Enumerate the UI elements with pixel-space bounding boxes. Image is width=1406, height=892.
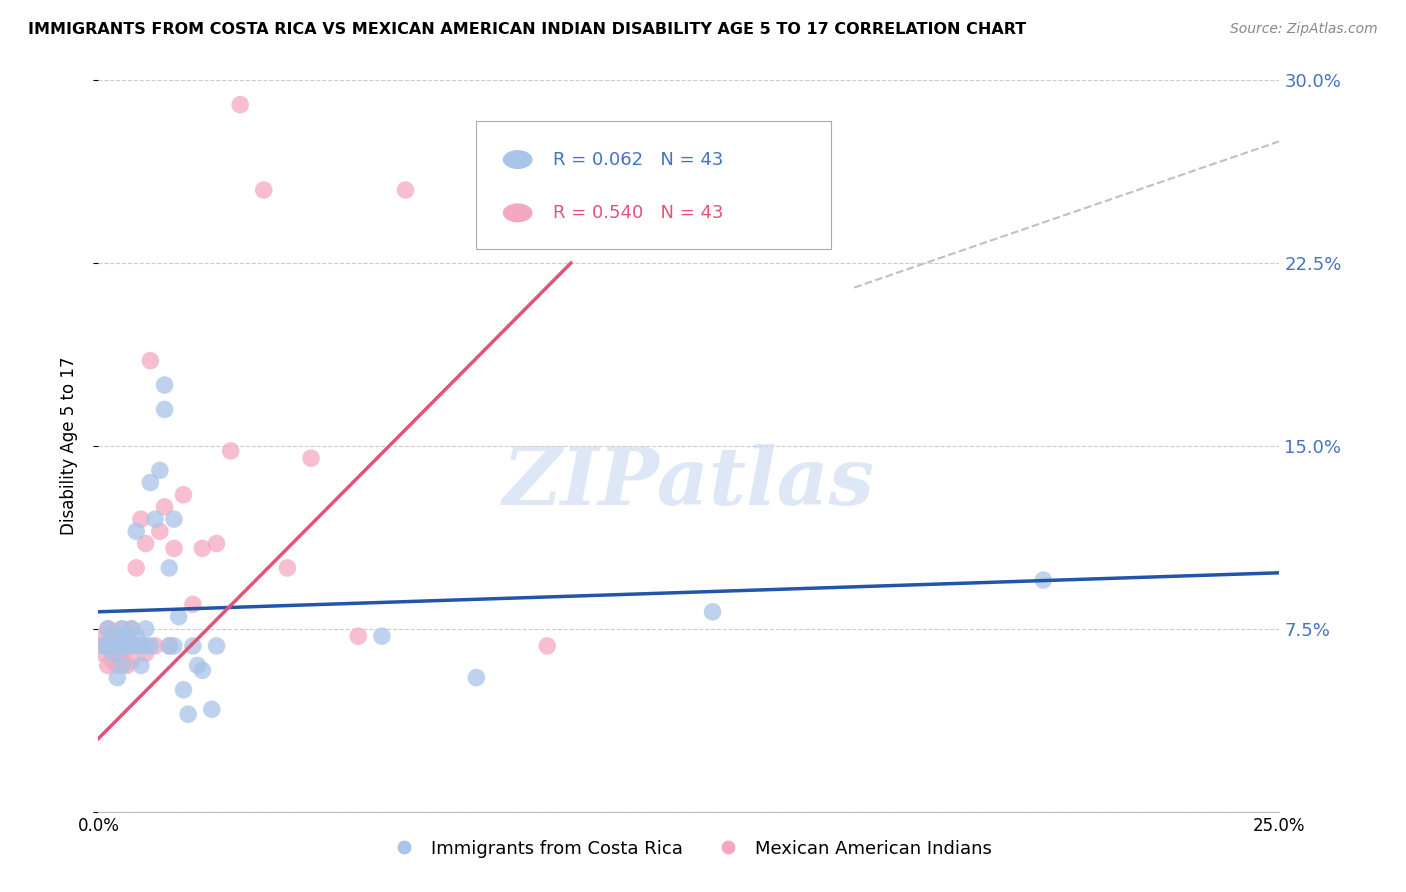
Point bbox=[121, 639, 143, 653]
Point bbox=[205, 639, 228, 653]
Point bbox=[105, 658, 128, 673]
Point bbox=[139, 475, 162, 490]
Point bbox=[97, 622, 120, 636]
Point bbox=[105, 671, 128, 685]
Point bbox=[101, 646, 124, 660]
Circle shape bbox=[503, 151, 531, 169]
Point bbox=[105, 646, 128, 660]
Point bbox=[101, 629, 124, 643]
Point bbox=[91, 639, 114, 653]
Text: Source: ZipAtlas.com: Source: ZipAtlas.com bbox=[1230, 22, 1378, 37]
Point bbox=[536, 639, 558, 653]
Y-axis label: Disability Age 5 to 17: Disability Age 5 to 17 bbox=[59, 357, 77, 535]
Point bbox=[105, 639, 128, 653]
Point bbox=[97, 622, 120, 636]
Point bbox=[125, 561, 148, 575]
Point bbox=[115, 629, 138, 643]
Point bbox=[153, 402, 176, 417]
Point bbox=[101, 654, 124, 668]
Point bbox=[153, 500, 176, 514]
Point bbox=[111, 639, 134, 653]
Point bbox=[129, 639, 152, 653]
Legend: Immigrants from Costa Rica, Mexican American Indians: Immigrants from Costa Rica, Mexican Amer… bbox=[378, 832, 1000, 865]
Point bbox=[163, 512, 186, 526]
Point bbox=[163, 541, 186, 556]
Point bbox=[167, 609, 190, 624]
Point bbox=[125, 629, 148, 643]
Point bbox=[135, 639, 157, 653]
Point bbox=[1032, 573, 1054, 587]
Point bbox=[153, 378, 176, 392]
Point bbox=[101, 639, 124, 653]
Point bbox=[347, 629, 370, 643]
Point bbox=[139, 639, 162, 653]
Point bbox=[143, 639, 166, 653]
Point bbox=[143, 512, 166, 526]
Text: R = 0.540   N = 43: R = 0.540 N = 43 bbox=[553, 204, 724, 222]
Point bbox=[121, 622, 143, 636]
Point bbox=[111, 639, 134, 653]
Point bbox=[201, 702, 224, 716]
Point bbox=[111, 646, 134, 660]
Point bbox=[276, 561, 298, 575]
Point bbox=[121, 622, 143, 636]
Point bbox=[125, 639, 148, 653]
Point bbox=[129, 658, 152, 673]
Point bbox=[299, 451, 322, 466]
Point bbox=[465, 671, 488, 685]
Point bbox=[172, 488, 194, 502]
Point bbox=[111, 622, 134, 636]
Point bbox=[129, 512, 152, 526]
Point bbox=[105, 629, 128, 643]
Point bbox=[205, 536, 228, 550]
Point bbox=[139, 353, 162, 368]
Circle shape bbox=[503, 204, 531, 221]
Point bbox=[157, 639, 180, 653]
Point bbox=[163, 639, 186, 653]
Point bbox=[187, 658, 209, 673]
Point bbox=[371, 629, 394, 643]
Text: R = 0.062   N = 43: R = 0.062 N = 43 bbox=[553, 151, 724, 169]
Point bbox=[111, 622, 134, 636]
Point bbox=[91, 646, 114, 660]
Point bbox=[91, 629, 114, 643]
Point bbox=[181, 639, 204, 653]
Point bbox=[135, 536, 157, 550]
Point bbox=[149, 524, 172, 539]
Point bbox=[125, 524, 148, 539]
Point bbox=[191, 541, 214, 556]
Point bbox=[253, 183, 276, 197]
FancyBboxPatch shape bbox=[477, 120, 831, 249]
Point bbox=[702, 605, 724, 619]
Text: IMMIGRANTS FROM COSTA RICA VS MEXICAN AMERICAN INDIAN DISABILITY AGE 5 TO 17 COR: IMMIGRANTS FROM COSTA RICA VS MEXICAN AM… bbox=[28, 22, 1026, 37]
Text: ZIPatlas: ZIPatlas bbox=[503, 444, 875, 521]
Point bbox=[97, 658, 120, 673]
Point bbox=[229, 97, 252, 112]
Point bbox=[149, 463, 172, 477]
Point bbox=[97, 639, 120, 653]
Point bbox=[115, 629, 138, 643]
Point bbox=[97, 639, 120, 653]
Point bbox=[91, 639, 114, 653]
Point bbox=[115, 639, 138, 653]
Point bbox=[101, 629, 124, 643]
Point bbox=[121, 654, 143, 668]
Point bbox=[157, 561, 180, 575]
Point bbox=[177, 707, 200, 722]
Point bbox=[394, 183, 416, 197]
Point bbox=[191, 663, 214, 677]
Point bbox=[157, 639, 180, 653]
Point bbox=[135, 646, 157, 660]
Point bbox=[181, 598, 204, 612]
Point bbox=[129, 639, 152, 653]
Point bbox=[115, 639, 138, 653]
Point bbox=[111, 658, 134, 673]
Point bbox=[135, 622, 157, 636]
Point bbox=[172, 682, 194, 697]
Point bbox=[219, 443, 242, 458]
Point bbox=[115, 658, 138, 673]
